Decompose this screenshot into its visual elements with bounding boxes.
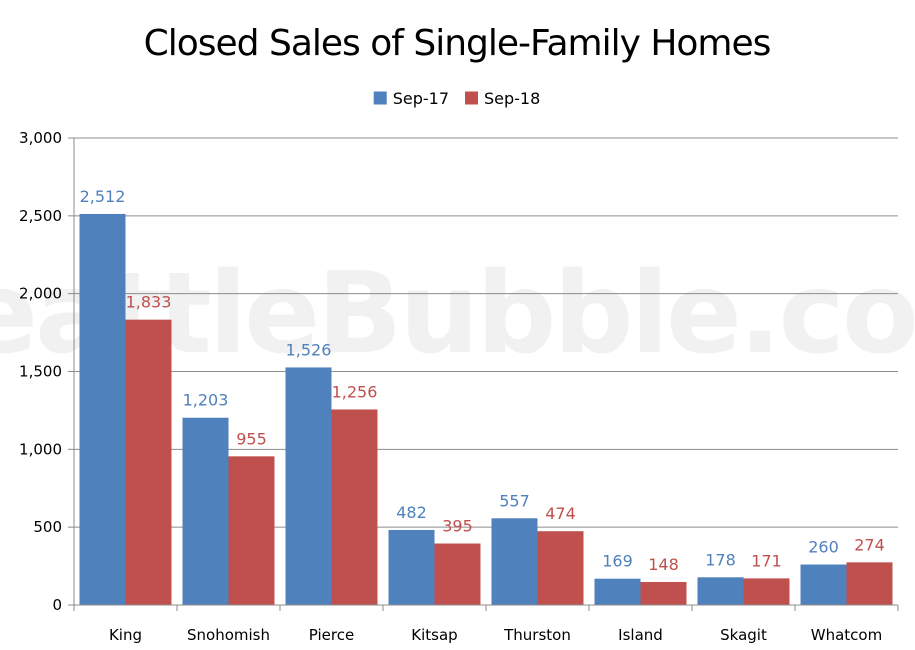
bar-snohomish-sep-18	[228, 456, 275, 605]
x-tick-label: Skagit	[720, 626, 767, 644]
y-tick-label: 2,000	[19, 285, 62, 303]
data-labels: 2,512 1,833 1,203 955 1,526 1,256 482 395 557 474…	[80, 187, 885, 574]
data-label: 474	[545, 504, 576, 523]
bar-thurston-sep-18	[537, 531, 584, 605]
bar-kitsap-sep-18	[434, 543, 481, 605]
bar-kitsap-sep-17	[388, 529, 435, 605]
data-label: 274	[854, 535, 885, 554]
data-label: 1,203	[183, 391, 229, 410]
x-axis: King Snohomish Pierce Kitsap Thurston Island S…	[73, 604, 899, 644]
data-label: 482	[396, 503, 427, 522]
bar-snohomish-sep-17	[182, 417, 229, 605]
bar-pierce-sep-17	[285, 367, 332, 605]
bar-thurston-sep-17	[491, 518, 538, 605]
legend-label: Sep-18	[484, 89, 540, 108]
bar-king-sep-17	[79, 213, 126, 605]
legend: Sep-17 Sep-18	[373, 89, 540, 108]
data-label: 955	[236, 429, 267, 448]
y-tick-label: 1,000	[19, 440, 62, 458]
legend-swatch-sep-18	[465, 91, 478, 105]
x-tick-label: Snohomish	[187, 626, 270, 644]
y-tick-label: 2,500	[19, 207, 62, 225]
data-label: 169	[602, 552, 633, 571]
y-tick-label: 0	[52, 596, 62, 614]
bar-island-sep-18	[640, 581, 687, 605]
data-label: 1,526	[286, 340, 332, 359]
y-axis: 0 500 1,000 1,500 2,000 2,500 3,000	[19, 129, 75, 614]
bar-pierce-sep-18	[331, 409, 378, 605]
bar-king-sep-18	[125, 319, 172, 605]
bar-skagit-sep-18	[743, 578, 790, 605]
x-tick-label: Pierce	[309, 626, 354, 644]
bars	[79, 213, 893, 605]
x-tick-label: Thurston	[503, 626, 571, 644]
legend-swatch-sep-17	[373, 91, 387, 105]
bar-island-sep-17	[594, 578, 641, 605]
x-tick-label: Kitsap	[411, 626, 457, 644]
x-tick-label: Whatcom	[811, 626, 882, 644]
y-tick-label: 1,500	[19, 363, 62, 381]
data-label: 2,512	[80, 187, 126, 206]
data-label: 260	[808, 538, 839, 557]
y-tick-label: 3,000	[19, 129, 62, 147]
data-label: 1,833	[126, 293, 172, 312]
data-label: 1,256	[332, 382, 378, 401]
x-tick-label: King	[109, 626, 142, 644]
legend-label: Sep-17	[393, 89, 449, 108]
bar-skagit-sep-17	[697, 577, 744, 605]
bar-whatcom-sep-17	[800, 564, 847, 605]
data-label: 557	[499, 491, 530, 510]
bar-whatcom-sep-18	[846, 562, 893, 605]
x-tick-label: Island	[618, 626, 663, 644]
chart-title: Closed Sales of Single-Family Homes	[144, 23, 771, 64]
data-label: 148	[648, 555, 679, 574]
data-label: 171	[751, 551, 782, 570]
y-tick-label: 500	[33, 518, 62, 536]
data-label: 178	[705, 550, 736, 569]
data-label: 395	[442, 517, 473, 536]
